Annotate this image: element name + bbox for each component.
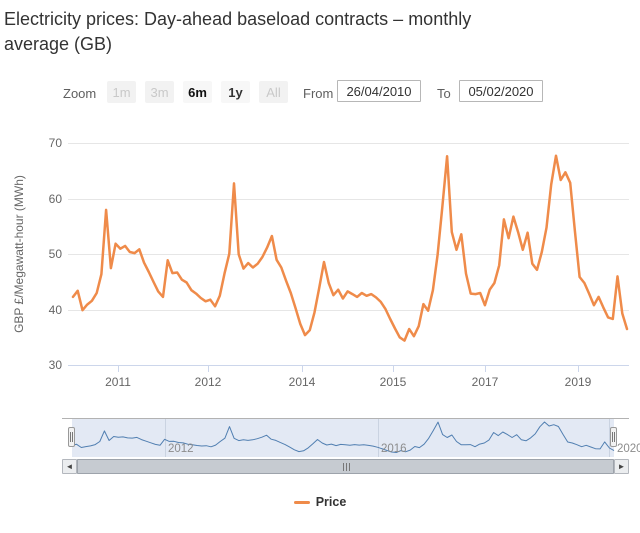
legend: Price bbox=[0, 493, 640, 511]
navigator-handle-left[interactable] bbox=[68, 427, 75, 447]
scrollbar-rivet bbox=[349, 463, 350, 471]
x-tick-label: 2012 bbox=[194, 375, 222, 389]
handle-grip bbox=[70, 432, 71, 442]
x-tick-label: 2011 bbox=[105, 375, 131, 389]
range-button-1m[interactable]: 1m bbox=[107, 81, 136, 103]
scrollbar-right-button[interactable]: ► bbox=[614, 459, 629, 474]
range-button-6m[interactable]: 6m bbox=[183, 81, 212, 103]
gridline-40 bbox=[68, 310, 629, 311]
navigator-gridline bbox=[165, 419, 166, 457]
scrollbar-left-button[interactable]: ◄ bbox=[62, 459, 77, 474]
x-tick bbox=[485, 366, 486, 372]
to-date-input[interactable] bbox=[459, 80, 543, 102]
scrollbar-thumb[interactable] bbox=[77, 459, 614, 474]
x-tick bbox=[393, 366, 394, 372]
range-button-1y[interactable]: 1y bbox=[221, 81, 250, 103]
navigator-gridline bbox=[378, 419, 379, 457]
x-tick-label: 2019 bbox=[564, 375, 592, 389]
navigator-tick-label: 2012 bbox=[168, 443, 194, 455]
y-tick-label: 30 bbox=[48, 358, 62, 372]
handle-grip bbox=[72, 432, 73, 442]
navigator-outline bbox=[62, 418, 629, 419]
navigator-tick-label: 2016 bbox=[381, 443, 407, 455]
x-tick bbox=[302, 366, 303, 372]
y-tick-label: 60 bbox=[48, 192, 62, 206]
x-tick bbox=[578, 366, 579, 372]
chart-title-line2: average (GB) bbox=[4, 34, 113, 54]
x-tick-label: 2014 bbox=[288, 375, 316, 389]
from-label: From bbox=[303, 86, 334, 101]
x-tick bbox=[208, 366, 209, 372]
y-tick-label: 50 bbox=[48, 247, 62, 261]
chart-title: Electricity prices: Day-ahead baseload c… bbox=[4, 7, 604, 57]
x-tick bbox=[118, 366, 119, 372]
range-button-3m[interactable]: 3m bbox=[145, 81, 174, 103]
legend-price-label[interactable]: Price bbox=[315, 495, 347, 509]
gridline-50 bbox=[68, 254, 629, 255]
x-tick-label: 2015 bbox=[379, 375, 407, 389]
navigator-gridline bbox=[609, 419, 610, 457]
navigator-tick-label: 2020 bbox=[617, 443, 640, 455]
range-button-all[interactable]: All bbox=[259, 81, 288, 103]
from-date-input[interactable] bbox=[337, 80, 421, 102]
legend-price-swatch bbox=[293, 500, 310, 504]
to-label: To bbox=[437, 86, 451, 101]
handle-grip bbox=[614, 432, 615, 442]
y-tick-label: 40 bbox=[48, 303, 62, 317]
x-tick-label: 2017 bbox=[471, 375, 499, 389]
gridline-60 bbox=[68, 199, 629, 200]
zoom-label: Zoom bbox=[63, 86, 97, 101]
y-tick-label: 70 bbox=[48, 136, 62, 150]
navigator-selected-range[interactable] bbox=[72, 419, 614, 457]
navigator-handle-right[interactable] bbox=[610, 427, 617, 447]
handle-grip bbox=[612, 432, 613, 442]
scrollbar-rivet bbox=[346, 463, 347, 471]
price-series-line bbox=[71, 154, 629, 342]
chart-title-line1: Electricity prices: Day-ahead baseload c… bbox=[4, 9, 472, 29]
scrollbar-rivet bbox=[343, 463, 344, 471]
x-axis-line bbox=[68, 365, 629, 366]
gridline-70 bbox=[68, 143, 629, 144]
